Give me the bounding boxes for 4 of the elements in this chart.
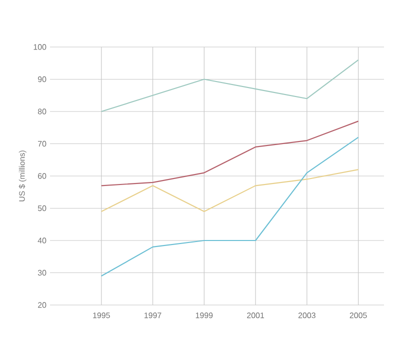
line-series	[100, 120, 359, 186]
line-series	[100, 59, 359, 112]
line-series	[100, 136, 359, 277]
line-series	[100, 169, 359, 212]
